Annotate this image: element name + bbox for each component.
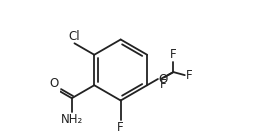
Text: F: F [186, 69, 192, 82]
Text: F: F [117, 121, 124, 134]
Text: NH₂: NH₂ [61, 113, 83, 126]
Text: F: F [160, 78, 167, 91]
Text: Cl: Cl [68, 30, 79, 43]
Text: F: F [170, 48, 177, 61]
Text: O: O [159, 73, 168, 86]
Text: O: O [49, 77, 58, 90]
